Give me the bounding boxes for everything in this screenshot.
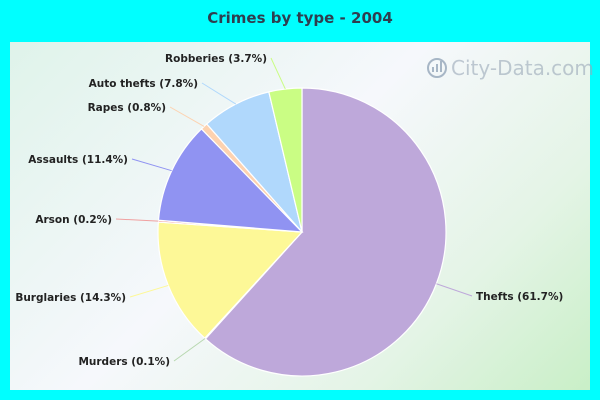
leader-line [270, 57, 286, 90]
slice-label: Assaults (11.4%) [28, 154, 128, 166]
slice-label: Thefts (61.7%) [476, 291, 563, 303]
leader-line [201, 82, 237, 105]
city-data-logo-icon [427, 58, 447, 78]
slice-label: Arson (0.2%) [35, 214, 112, 226]
pie-slice [268, 87, 303, 233]
slice-label: Robberies (3.7%) [165, 53, 267, 65]
chart-title: Crimes by type - 2004 [207, 9, 393, 27]
pie-slice [157, 221, 304, 340]
leader-line [131, 158, 172, 172]
slice-label: Burglaries (14.3%) [15, 292, 126, 304]
slice-label: Rapes (0.8%) [88, 102, 166, 114]
slice-label: Auto thefts (7.8%) [89, 78, 198, 90]
leader-line [173, 338, 206, 362]
watermark-text: City-Data.com [451, 56, 594, 80]
pie-slice [204, 87, 447, 377]
leader-line [129, 284, 169, 298]
slice-label: Murders (0.1%) [78, 356, 170, 368]
watermark: City-Data.com [427, 56, 594, 80]
leader-line [169, 106, 205, 127]
leader-line [436, 283, 473, 297]
pie-slice [157, 128, 304, 233]
leader-line [115, 218, 159, 222]
